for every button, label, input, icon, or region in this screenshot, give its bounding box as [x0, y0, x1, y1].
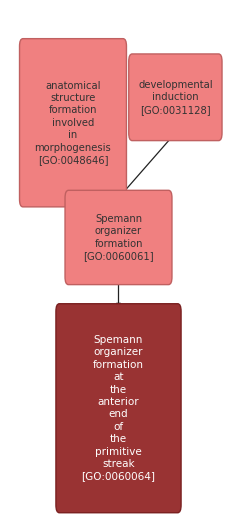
Text: Spemann
organizer
formation
[GO:0060061]: Spemann organizer formation [GO:0060061] — [83, 214, 154, 261]
Text: anatomical
structure
formation
involved
in
morphogenesis
[GO:0048646]: anatomical structure formation involved … — [35, 81, 111, 165]
Text: Spemann
organizer
formation
at
the
anterior
end
of
the
primitive
streak
[GO:0060: Spemann organizer formation at the anter… — [82, 335, 155, 482]
FancyBboxPatch shape — [19, 39, 127, 207]
FancyBboxPatch shape — [56, 304, 181, 513]
FancyBboxPatch shape — [65, 190, 172, 285]
FancyBboxPatch shape — [129, 54, 222, 141]
Text: developmental
induction
[GO:0031128]: developmental induction [GO:0031128] — [138, 80, 213, 115]
